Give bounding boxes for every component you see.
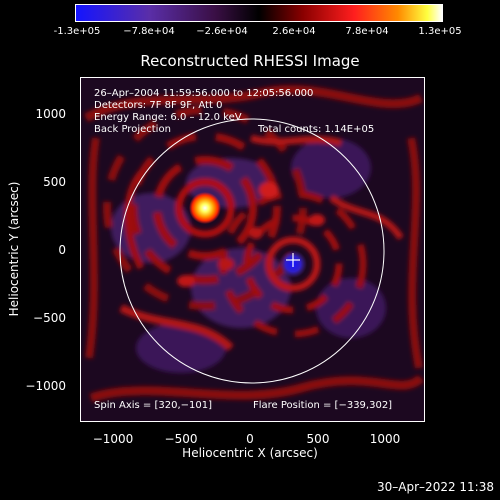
x-tick: −500 xyxy=(164,432,198,446)
colorbar-tick: 2.6e+04 xyxy=(272,26,316,37)
spin-axis-label: Spin Axis = [320,−101] xyxy=(94,400,213,411)
flare-position-label: Flare Position = [−339,302] xyxy=(253,400,393,411)
colorbar-tick: −7.8e+04 xyxy=(123,26,175,37)
flare-source[interactable] xyxy=(189,192,221,224)
spin-axis-cross-icon xyxy=(286,253,300,267)
rhessi-image[interactable] xyxy=(80,77,425,422)
x-tick: 1000 xyxy=(369,432,401,446)
info-energy-range: Energy Range: 6.0 – 12.0 keV xyxy=(94,112,242,123)
x-tick: 500 xyxy=(306,432,330,446)
y-tick: 500 xyxy=(43,175,66,189)
y-tick: −1000 xyxy=(25,379,66,393)
image-fringes xyxy=(83,85,424,403)
info-time-range: 26–Apr–2004 11:59:56.000 to 12:05:56.000 xyxy=(94,88,314,99)
colorbar-tick: -1.3e+05 xyxy=(53,26,101,37)
x-tick: 0 xyxy=(246,432,254,446)
y-axis-label: Heliocentric Y (arcsec) xyxy=(7,181,21,317)
info-total-counts: Total counts: 1.14E+05 xyxy=(258,124,375,135)
y-tick: −500 xyxy=(33,311,66,325)
x-axis-label: Heliocentric X (arcsec) xyxy=(182,446,318,460)
rhessi-image-svg xyxy=(81,78,424,421)
solar-limb xyxy=(119,118,385,384)
y-tick: 0 xyxy=(58,243,66,257)
colorbar-tick: 7.8e+04 xyxy=(345,26,389,37)
y-tick: 1000 xyxy=(35,107,66,121)
timestamp: 30–Apr–2022 11:38 xyxy=(377,480,494,494)
image-title: Reconstructed RHESSI Image xyxy=(140,52,360,70)
info-detectors: Detectors: 7F 8F 9F, Att 0 xyxy=(94,100,223,111)
colorbar-tick: −2.6e+04 xyxy=(196,26,248,37)
colorbar xyxy=(75,4,443,22)
info-method: Back Projection xyxy=(94,124,171,135)
x-tick: −1000 xyxy=(92,432,134,446)
colorbar-tick: 1.3e+05 xyxy=(418,26,462,37)
